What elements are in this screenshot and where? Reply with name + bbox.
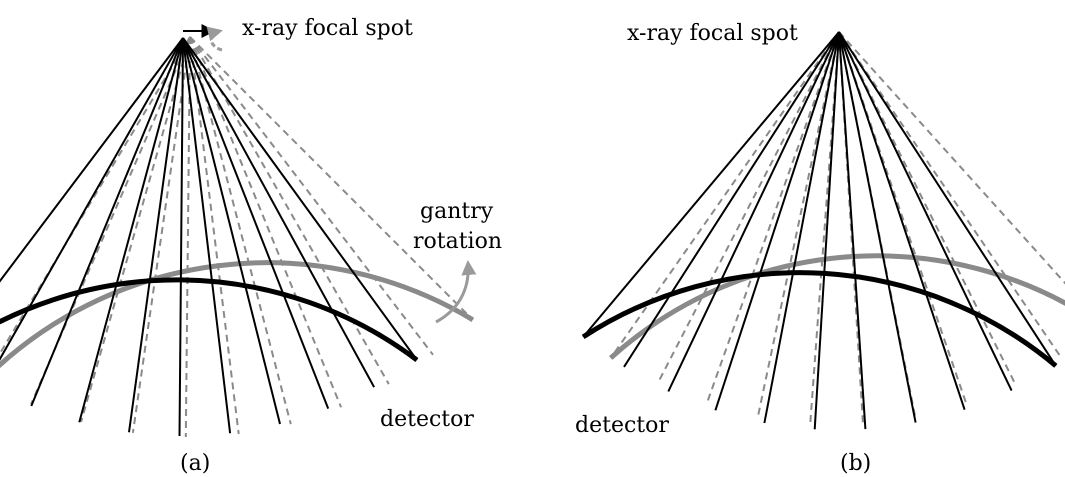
dashed-rays-a [0,36,474,438]
dashed-ray [838,31,1064,360]
solid-ray [182,37,330,409]
shifted-detector-arc-b [609,253,1065,360]
solid-ray [182,37,418,361]
solid-ray [838,31,1013,392]
rotation-label: rotation [413,229,502,254]
solid-rays-a [0,37,418,437]
solid-ray [128,37,184,433]
gantry-label: gantry [420,199,494,224]
dashed-ray [131,36,191,434]
dashed-ray [611,31,840,357]
solid-ray [838,31,966,411]
solid-ray [0,37,184,361]
solid-ray [813,31,840,430]
solid-rays-b [582,31,1057,430]
detector-arc-a [0,277,419,362]
dashed-ray [80,36,191,423]
dashed-ray [189,36,292,425]
solid-ray [623,31,840,368]
solid-ray [178,37,184,437]
panel-a: x-ray focal spot gantry rotation detecto… [0,16,502,476]
solid-ray [838,31,867,430]
focal-spot-label-a: x-ray focal spot [242,16,413,41]
solid-ray [667,31,840,392]
gantry-rotation-arrow [435,260,477,324]
dashed-ray [0,36,191,356]
solid-ray [763,31,840,424]
dashed-ray [705,31,840,406]
solid-ray [78,37,184,423]
dashed-ray [189,36,240,435]
solid-ray [182,37,232,434]
dashed-ray [184,36,191,438]
shifted-detector-arc-a [0,260,475,369]
dashed-ray [756,31,840,420]
detector-arc-b [581,270,1058,368]
dashed-ray [189,36,434,356]
panel-b: x-ray focal spot detector (b) [575,21,1065,476]
solid-ray [838,31,917,423]
solid-ray [182,37,375,388]
detector-label-b: detector [575,413,669,438]
solid-ray [838,31,1057,367]
dashed-ray [189,36,474,321]
detector-label-a: detector [380,407,474,432]
dashed-ray [838,31,1018,387]
solid-ray [182,37,281,425]
panel-caption-b: (b) [840,451,871,476]
focal-spot-label-b: x-ray focal spot [627,21,798,46]
solid-ray [0,37,184,283]
dashed-ray [838,31,1065,285]
solid-ray [582,31,840,338]
dashed-ray [30,36,191,405]
focal-rotation-arrow [206,26,223,52]
solid-ray [30,37,184,407]
dashed-ray [656,31,840,385]
panel-caption-a: (a) [180,451,210,476]
solid-ray [714,31,840,411]
